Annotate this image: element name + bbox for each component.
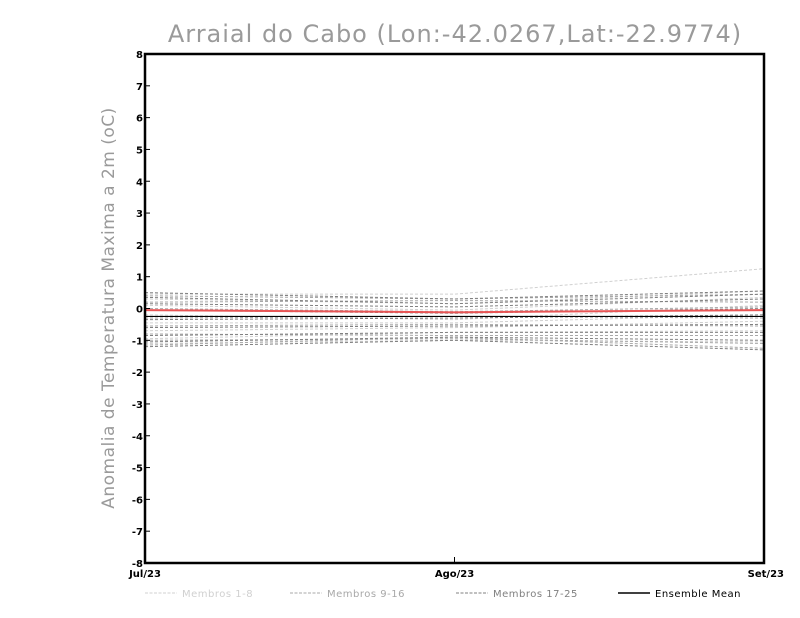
x-axis-ticks: Jul/23 Ago/23 Set/23 bbox=[128, 557, 784, 580]
y-axis-ticks: 8 7 6 5 4 3 2 1 0 -1 -2 -3 -4 -5 -6 -7 -8 bbox=[132, 50, 150, 570]
member-series-line-14 bbox=[144, 333, 764, 337]
member-series-line-25 bbox=[144, 339, 765, 351]
member-series-line-13 bbox=[144, 323, 765, 327]
member-series-line-19 bbox=[144, 298, 765, 308]
y-tick-label: -7 bbox=[132, 527, 143, 538]
y-tick-label: 7 bbox=[136, 82, 143, 93]
member-series-line-18 bbox=[144, 293, 765, 305]
member-series-line-17 bbox=[144, 290, 765, 300]
y-tick-label: 2 bbox=[136, 241, 143, 252]
y-tick-label: 4 bbox=[136, 177, 143, 188]
y-axis-label: Anomalia de Temperatura Maxima a 2m (oC) bbox=[99, 107, 119, 509]
member-series-line-16 bbox=[144, 336, 765, 349]
member-series-line-15 bbox=[144, 338, 765, 344]
y-tick-label: -2 bbox=[132, 368, 143, 379]
x-tick-label: Jul/23 bbox=[128, 569, 161, 580]
y-tick-label: -8 bbox=[132, 559, 143, 570]
member-series-line-2 bbox=[144, 290, 765, 305]
member-series-line-8 bbox=[144, 339, 765, 344]
legend: Membros 1-8 Membros 9-16 Membros 17-25 Ense… bbox=[145, 589, 741, 600]
y-tick-label: -4 bbox=[132, 432, 143, 443]
legend-label: Membros 17-25 bbox=[493, 589, 578, 600]
member-series-line-24 bbox=[144, 336, 765, 343]
y-tick-label: -1 bbox=[132, 336, 143, 347]
member-series-line-9 bbox=[144, 293, 765, 300]
legend-label: Membros 9-16 bbox=[327, 589, 405, 600]
y-tick-label: 5 bbox=[136, 145, 143, 156]
highlight-series-line bbox=[144, 309, 765, 314]
member-series-line-6 bbox=[144, 320, 765, 332]
y-tick-label: 6 bbox=[136, 114, 143, 125]
y-tick-label: 0 bbox=[136, 305, 143, 316]
x-tick-label: Set/23 bbox=[748, 569, 784, 580]
legend-label: Ensemble Mean bbox=[655, 589, 741, 600]
y-tick-label: -3 bbox=[132, 400, 143, 411]
legend-label: Membros 1-8 bbox=[182, 589, 253, 600]
y-tick-label: -6 bbox=[132, 495, 143, 506]
x-tick-label: Ago/23 bbox=[435, 569, 474, 580]
y-tick-label: -5 bbox=[132, 464, 143, 475]
member-series-line-12 bbox=[144, 315, 765, 319]
y-tick-label: 3 bbox=[136, 209, 143, 220]
chart-title: Arraial do Cabo (Lon:-42.0267,Lat:-22.97… bbox=[168, 20, 742, 48]
y-tick-label: 8 bbox=[136, 50, 143, 61]
member-series-line-7 bbox=[144, 330, 765, 340]
member-series-line-23 bbox=[144, 331, 764, 337]
member-series-line-1 bbox=[145, 268, 765, 295]
member-series-line-11 bbox=[144, 306, 765, 313]
series-layer bbox=[144, 268, 765, 351]
member-series-line-22 bbox=[144, 323, 765, 329]
y-tick-label: 1 bbox=[136, 273, 143, 284]
